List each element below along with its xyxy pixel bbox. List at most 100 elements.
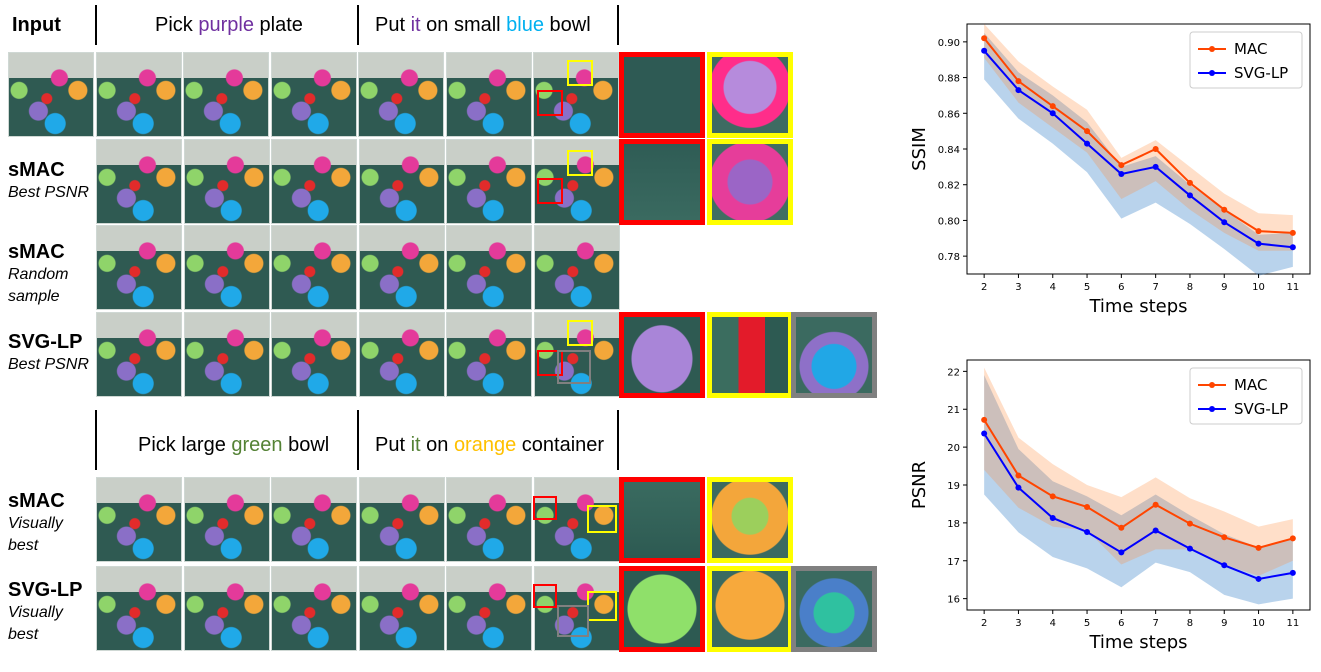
data-point [1186,192,1193,199]
series-line [983,432,1294,580]
zoom-crop-yellow [707,139,793,225]
data-point [981,47,988,54]
put-prefix: Put [375,14,411,36]
row-label-smac-visually-best: sMAC Visually best [8,489,65,557]
y-tick-label: 22 [947,367,960,378]
x-tick-label: 2 [981,282,987,293]
put-instruction-bottom: Put it on orange container [375,434,604,457]
y-tick-label: 21 [947,405,960,416]
zoom-crop-red [619,566,705,652]
pick-suffix: plate [253,14,303,36]
legend-label: MAC [1234,376,1267,394]
highlight-box [533,496,557,520]
y-tick-label: 18 [947,519,960,530]
pick-prefix: Pick large [138,434,232,456]
confidence-band [984,375,1293,605]
video-frame [183,477,270,562]
row-label-sub: Best PSNR [8,356,89,373]
row-label-sub: Visually best [8,604,63,643]
row-label-name: sMAC [8,241,65,263]
video-frame [358,566,445,651]
video-frame [271,477,357,562]
put-suffix: container [516,434,605,456]
y-tick-label: 16 [947,595,960,606]
confidence-band [984,24,1293,251]
x-tick-label: 11 [1286,282,1299,293]
y-tick-label: 0.78 [938,252,960,263]
data-point [1289,535,1296,542]
data-point [1289,229,1296,236]
data-point [1084,528,1091,535]
header-separator [357,410,359,470]
video-frame [533,139,620,224]
data-point [1289,244,1296,251]
data-point [1152,146,1159,152]
put-mid: on [420,434,454,456]
data-point [1118,549,1125,556]
x-tick-label: 9 [1221,618,1227,629]
data-point [1255,544,1262,551]
put-instruction-top: Put it on small blue bowl [375,14,591,37]
zoom-crop-yellow [707,566,793,652]
x-tick-label: 11 [1286,618,1299,629]
data-point [1255,575,1262,582]
data-point [1289,569,1296,576]
put-it-word: it [410,14,421,36]
data-point [981,416,988,423]
data-point [1015,78,1022,85]
qualitative-figure: Input Pick purple plate Put it on small … [8,5,877,652]
video-frame [96,139,182,224]
input-column-label: Input [12,14,61,36]
series-line [983,37,1293,234]
data-point [981,35,988,42]
video-frame [445,52,532,137]
put-it-word: it [410,434,421,456]
row-label-name: SVG-LP [8,331,83,353]
video-frame [271,312,357,397]
header-separator [95,5,97,45]
y-tick-label: 0.88 [938,74,960,85]
x-tick-label: 7 [1152,618,1158,629]
y-tick-label: 0.86 [938,109,960,120]
video-frame [446,139,532,224]
put-suffix: bowl [543,14,591,36]
zoom-crop-red [619,52,705,138]
legend-marker [1209,406,1215,412]
highlight-box [537,178,563,204]
y-tick-label: 0.90 [938,38,960,49]
put-prefix: Put [375,434,411,456]
row-label-svglp-best-psnr: SVG-LP Best PSNR [8,330,89,376]
legend-label: SVG-LP [1234,64,1288,82]
zoom-crop-yellow [707,52,793,138]
data-point [1118,524,1125,531]
x-tick-label: 6 [1118,282,1124,293]
row-label-sub: Random sample [8,266,69,305]
legend-marker [1209,46,1215,52]
row-label-name: sMAC [8,490,65,512]
data-point [1049,514,1056,521]
video-frame [533,225,620,310]
x-tick-label: 3 [1015,282,1021,293]
highlight-box [557,350,591,384]
data-point [1015,484,1022,491]
data-point [1152,501,1159,508]
x-axis-label: Time steps [1088,632,1187,653]
data-point [1221,219,1228,226]
x-tick-label: 6 [1118,618,1124,629]
y-tick-label: 17 [947,557,960,568]
video-frame [270,52,357,137]
confidence-band [984,367,1293,576]
zoom-crop-yellow [707,312,793,398]
data-point [1255,240,1262,247]
data-point [1186,179,1193,186]
series-line [983,50,1293,249]
y-tick-label: 0.82 [938,181,960,192]
video-frame [183,225,270,310]
highlight-box [557,605,589,637]
row-label-sub: Best PSNR [8,184,89,201]
video-frame [533,52,619,137]
data-point [1015,87,1022,94]
video-frame [96,477,182,562]
video-frame [183,566,270,651]
video-frame [271,566,357,651]
